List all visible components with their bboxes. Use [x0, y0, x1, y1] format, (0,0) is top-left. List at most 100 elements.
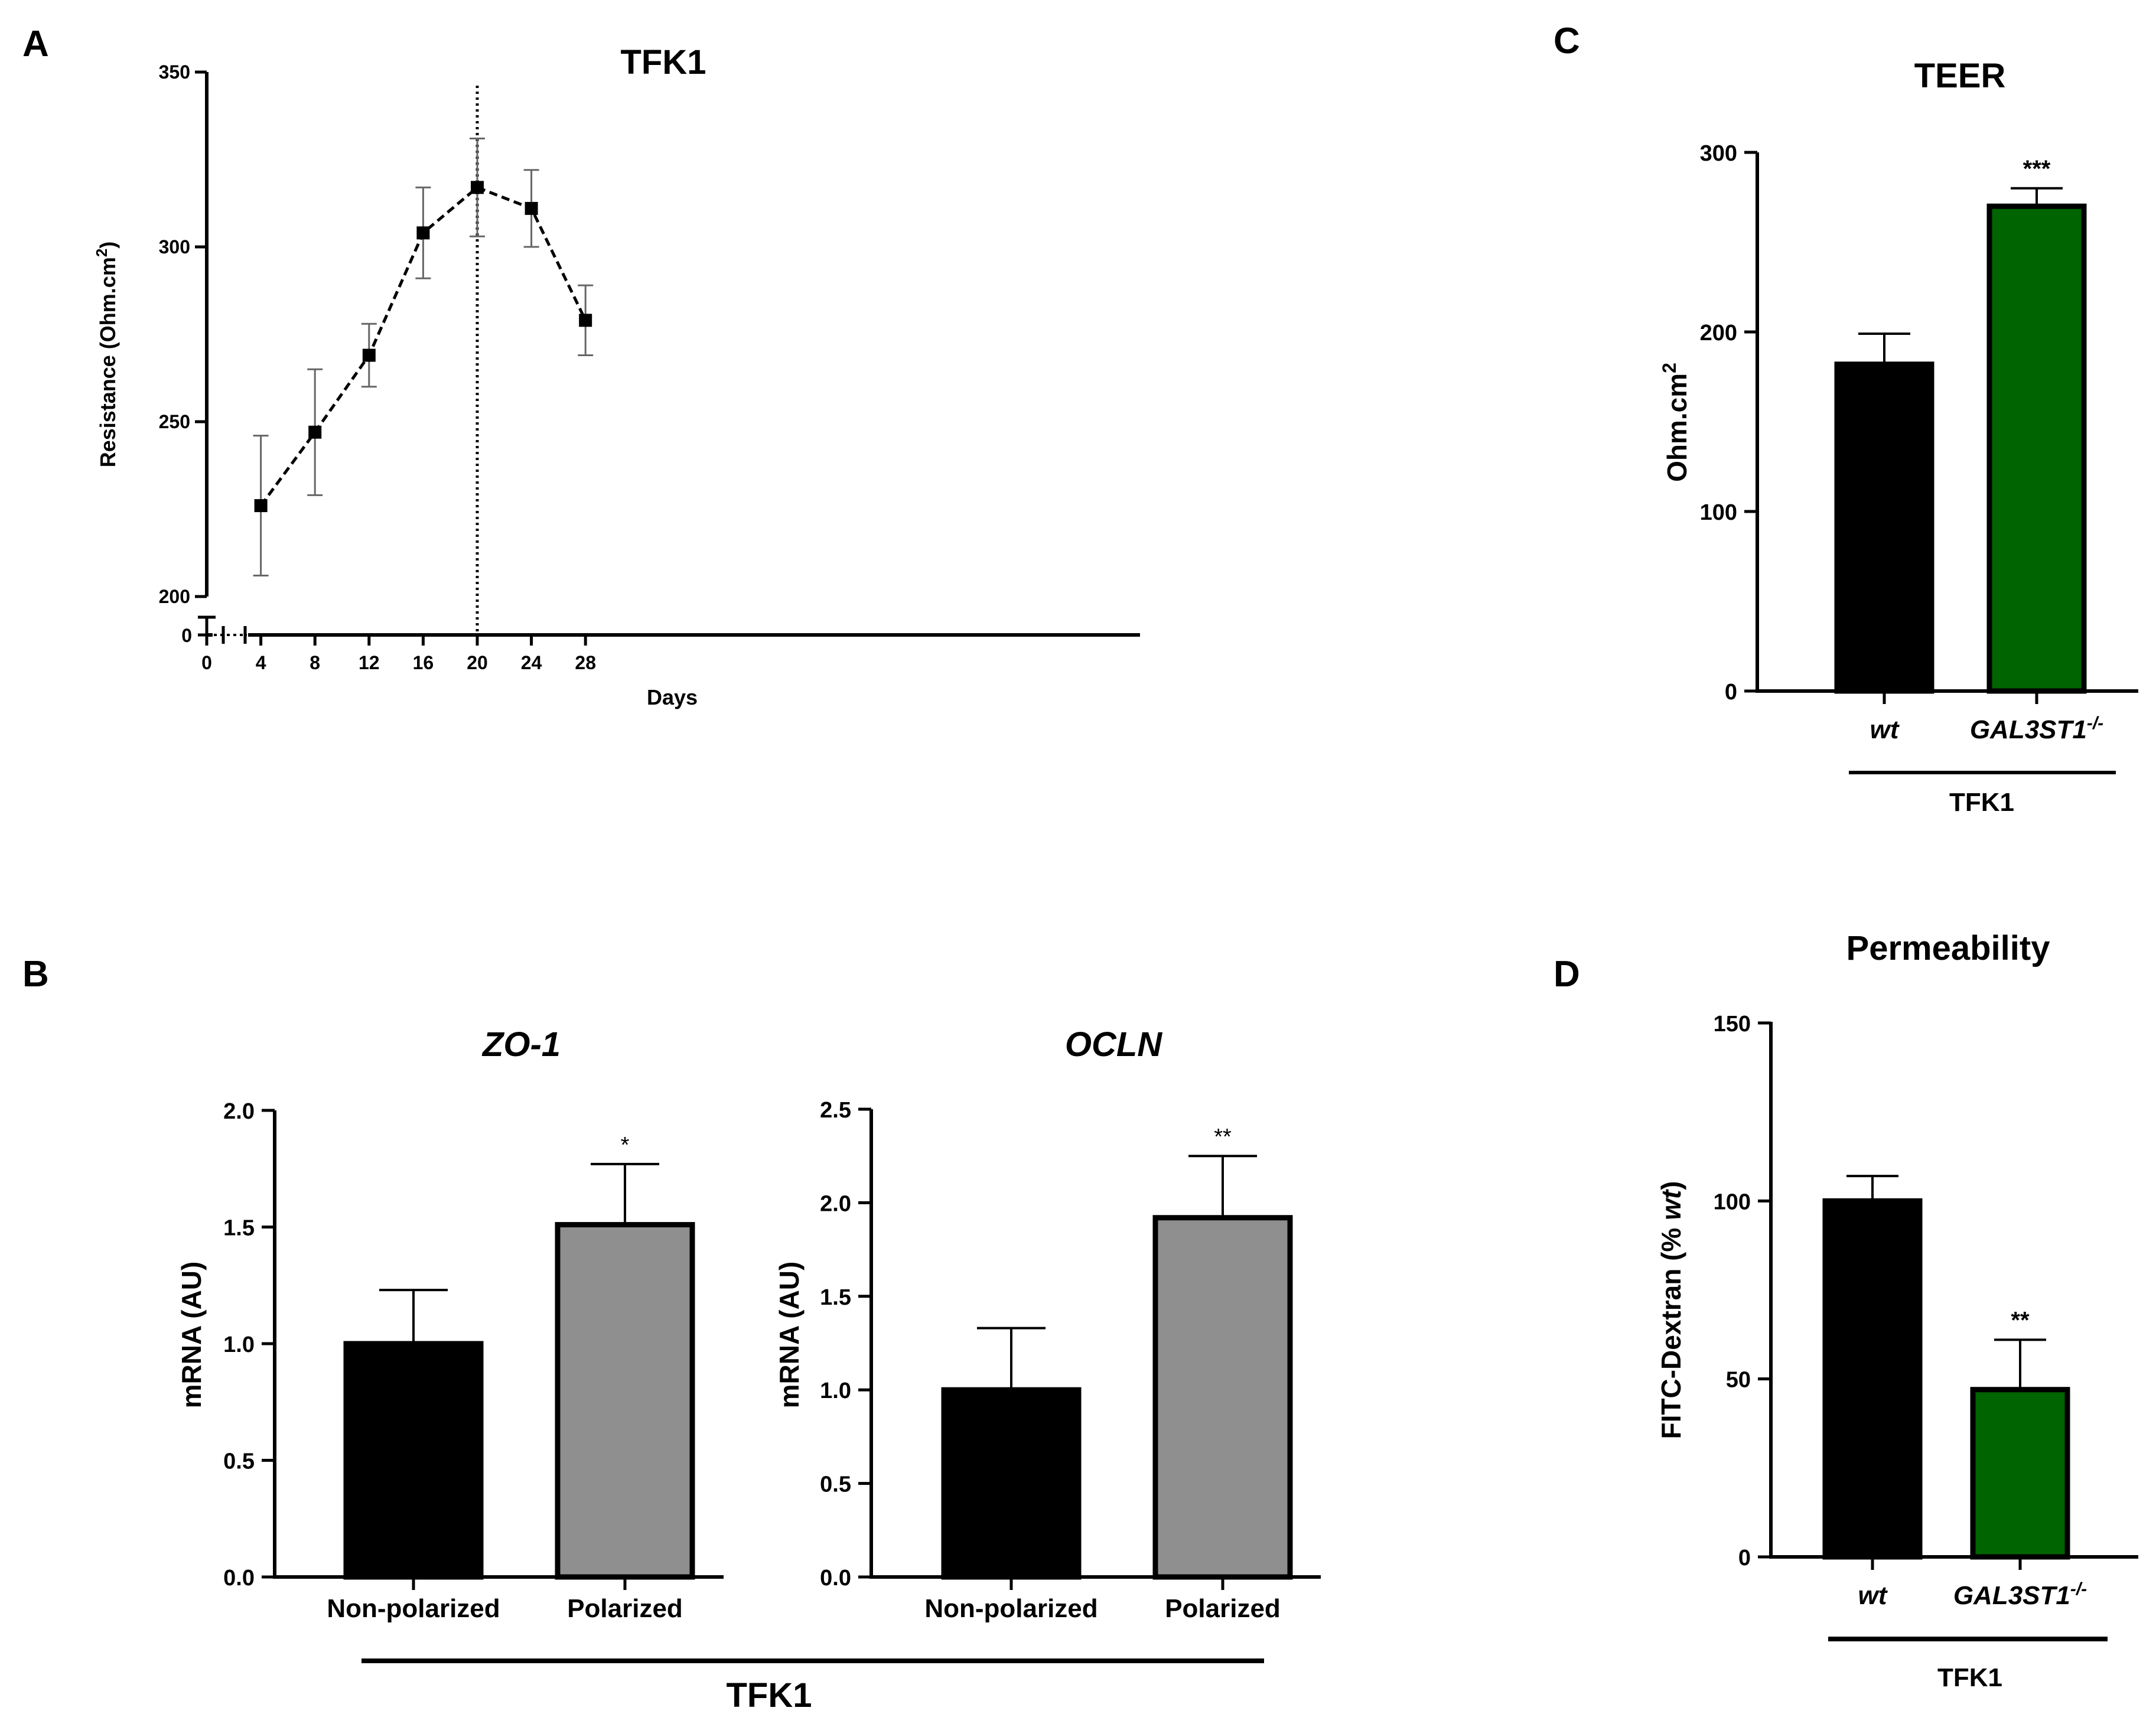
- panel-b-zo1-y-tick-label: 1.5: [223, 1216, 255, 1241]
- panel-b-zo1-bars: Non-polarized * Polarized: [327, 1133, 695, 1623]
- panel-b-group-label: TFK1: [727, 1676, 812, 1714]
- panel-a-x-tick-label: 20: [467, 652, 488, 673]
- panel-a-data-point: [254, 499, 268, 513]
- panel-b-ocln-category-label-text: Polarized: [1165, 1594, 1281, 1623]
- panel-a-x-tick-label: 28: [575, 652, 596, 673]
- panel-a-x-tick-label: 16: [413, 652, 434, 673]
- panel-d-y-tick-label: 0: [1738, 1546, 1751, 1570]
- panel-d-bar: [1822, 1198, 1923, 1560]
- panel-c-category-label: GAL3ST1-/-: [1970, 713, 2103, 744]
- panel-c-y-tick-label: 200: [1700, 321, 1737, 346]
- panel-a-data-point: [362, 348, 376, 362]
- panel-a-x-tick-label: 24: [521, 652, 542, 673]
- panel-label-d: D: [1554, 954, 1580, 995]
- panel-d-y-tick-label: 150: [1714, 1012, 1751, 1037]
- panel-c-category-label-text: GAL3ST1: [1970, 715, 2087, 744]
- panel-c-significance-marker: ***: [2023, 156, 2051, 182]
- panel-d-category-label: wt: [1858, 1581, 1888, 1610]
- panel-a-data-point: [416, 226, 430, 240]
- panel-b-zo1-y-tick-label: 2.0: [223, 1099, 255, 1124]
- panel-label-c: C: [1554, 21, 1580, 61]
- panel-c-category-label: wt: [1870, 715, 1900, 744]
- panel-a-x-tick-label: 4: [256, 652, 266, 673]
- panel-b-ocln-y-tick-label: 0.5: [820, 1472, 851, 1497]
- panel-b-zo1-category-label: Non-polarized: [327, 1594, 500, 1623]
- panel-label-b: B: [22, 954, 49, 995]
- panel-b-ocln-bars: Non-polarized ** Polarized: [924, 1125, 1293, 1623]
- panel-a-y-tick-label: 200: [159, 586, 190, 607]
- panel-c-category-label-text: wt: [1870, 715, 1900, 744]
- panel-c-y-tick-label: 0: [1725, 680, 1737, 705]
- panel-c-bars: wt *** GAL3ST1-/-: [1834, 156, 2103, 744]
- panel-d-significance-marker: **: [2011, 1307, 2030, 1333]
- panel-a-points: [254, 181, 592, 513]
- panel-c-y-tick-label: 100: [1700, 500, 1737, 525]
- panel-b-zo1-significance-marker: *: [621, 1133, 630, 1158]
- panel-b-zo1-category-label: Polarized: [567, 1594, 683, 1623]
- panel-d-ylabel: FITC-Dextran (% wt): [1656, 1181, 1686, 1439]
- panel-a-x-ticks: 0 4 8 12 16 20 24 28: [201, 635, 596, 673]
- panel-d-category-superscript: -/-: [2070, 1579, 2087, 1599]
- panel-d-category-label-text: GAL3ST1: [1953, 1581, 2070, 1610]
- panel-c-category-superscript: -/-: [2087, 713, 2103, 733]
- panel-b-ocln-y-tick-label: 2.0: [820, 1191, 851, 1216]
- panel-d-group-label: TFK1: [1937, 1663, 2002, 1692]
- panel-a-xlabel: Days: [647, 685, 698, 709]
- panel-b-zo1-category-label-text: Non-polarized: [327, 1594, 500, 1623]
- panel-b-ocln-y-tick-label: 1.5: [820, 1285, 851, 1310]
- panel-b-ocln-y-tick-label: 2.5: [820, 1098, 851, 1123]
- panel-b-ocln-category-label-text: Non-polarized: [924, 1594, 1097, 1623]
- panel-a-title: TFK1: [621, 43, 706, 82]
- panel-c-group-label: TFK1: [1949, 788, 2014, 817]
- panel-b-zo1-bar-chart: ZO-1 mRNA (AU) 0.0 0.5 1.0 1.5 2.0 Non-polar…: [176, 1025, 724, 1623]
- panel-b-ocln-title: OCLN: [1065, 1025, 1162, 1064]
- panel-label-a: A: [22, 24, 49, 64]
- panel-b-ocln-bar: [941, 1387, 1082, 1580]
- panel-d-y-tick-label: 50: [1726, 1368, 1751, 1393]
- panel-d-category-label: GAL3ST1-/-: [1953, 1579, 2087, 1610]
- panel-b-ocln-bar-chart: OCLN mRNA (AU) 0.0 0.5 1.0 1.5 2.0 2.5 Non-po…: [361, 1025, 1321, 1714]
- panel-a-line-chart: TFK1 Days Resistance (Ohm.cm2) 0 2002503…: [93, 43, 1140, 709]
- panel-c-title: TEER: [1914, 57, 2006, 95]
- panel-d-bar-chart: Permeability FITC-Dextran (% wt) 0 50 100 1…: [1656, 929, 2138, 1692]
- panel-b-ocln-y-ticks: 0.0 0.5 1.0 1.5 2.0 2.5: [820, 1098, 871, 1591]
- panel-b-zo1-bar: [555, 1222, 695, 1580]
- panel-a-y-tick-label: 350: [159, 61, 190, 83]
- panel-b-ocln-y-tick-label: 1.0: [820, 1379, 851, 1403]
- panel-d-y-tick-label: 100: [1714, 1190, 1751, 1214]
- panel-a-ybreak-tick-label: 0: [181, 625, 192, 646]
- panel-a-data-point: [308, 425, 322, 439]
- panel-d-bar: [1970, 1387, 2070, 1560]
- panel-b-ocln-category-label: Non-polarized: [924, 1594, 1097, 1623]
- panel-a-y-tick-label: 250: [159, 411, 190, 432]
- panel-a-error-bars: [253, 137, 594, 576]
- panel-b-zo1-title: ZO-1: [481, 1025, 561, 1064]
- panel-b-ocln-significance-marker: **: [1214, 1125, 1232, 1149]
- panel-d-bars: wt ** GAL3ST1-/-: [1822, 1175, 2087, 1610]
- panel-a-ylabel: Resistance (Ohm.cm2): [93, 242, 120, 468]
- panel-b-zo1-y-tick-label: 0.0: [223, 1566, 255, 1591]
- panel-a-data-point: [525, 201, 538, 215]
- panel-b-ocln-category-label: Polarized: [1165, 1594, 1281, 1623]
- panel-b-zo1-y-ticks: 0.0 0.5 1.0 1.5 2.0: [223, 1099, 275, 1591]
- panel-b-ocln-bar: [1152, 1215, 1293, 1580]
- panel-b-ocln-ylabel: mRNA (AU): [774, 1262, 805, 1409]
- panel-c-bar: [1986, 203, 2087, 694]
- panel-b-zo1-category-label-text: Polarized: [567, 1594, 683, 1623]
- panel-a-x-tick-label: 0: [201, 652, 212, 673]
- panel-a-y-tick-label: 300: [159, 236, 190, 258]
- panel-a-x-tick-label: 12: [359, 652, 380, 673]
- panel-b-zo1-y-tick-label: 0.5: [223, 1449, 255, 1474]
- panel-a-x-tick-label: 8: [310, 652, 320, 673]
- panel-c-y-tick-label: 300: [1700, 141, 1737, 166]
- panel-a-y-ticks: 200 250 300 350: [159, 61, 207, 607]
- panel-b-ocln-y-tick-label: 0.0: [820, 1566, 851, 1591]
- panel-b-zo1-y-tick-label: 1.0: [223, 1332, 255, 1357]
- panel-c-ylabel: Ohm.cm2: [1659, 363, 1692, 482]
- panel-d-category-label-text: wt: [1858, 1581, 1888, 1610]
- panel-c-y-ticks: 0 100 200 300: [1700, 141, 1757, 705]
- panel-c-bar: [1834, 361, 1934, 694]
- panel-a-data-point: [471, 181, 484, 194]
